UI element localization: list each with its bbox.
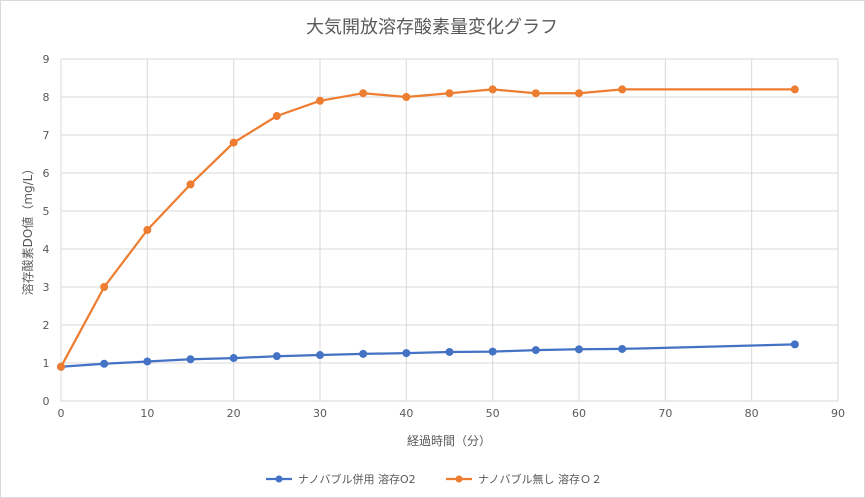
data-point: [143, 357, 152, 366]
chart-title: 大気開放溶存酸素量変化グラフ: [306, 17, 558, 38]
y-tick-label: 8: [43, 91, 50, 104]
data-point: [57, 362, 65, 371]
legend-label: ナノバブル併用 溶存O2: [298, 472, 416, 486]
data-point: [186, 355, 195, 364]
x-tick-label: 80: [745, 407, 759, 420]
y-tick-label: 1: [43, 357, 50, 370]
series-2: [57, 85, 799, 371]
data-point: [186, 180, 195, 189]
data-point: [143, 226, 152, 234]
data-point: [359, 89, 368, 98]
legend-marker: [275, 475, 283, 483]
data-point: [618, 344, 627, 353]
data-point: [100, 359, 109, 368]
data-point: [618, 85, 627, 94]
x-tick-label: 90: [831, 407, 845, 420]
data-point: [790, 85, 799, 94]
y-tick-label: 9: [43, 53, 50, 66]
data-point: [272, 352, 281, 361]
x-axis-ticks: 0 10 20 30 40 50 60 70 80 90: [58, 407, 846, 420]
legend-label: ナノバブル無し 溶存Ｏ２: [478, 472, 602, 486]
y-axis-ticks: 0 1 2 3 4 5 6 7 8 9: [43, 53, 50, 408]
x-tick-label: 40: [399, 407, 413, 420]
data-point: [359, 349, 368, 358]
series-group: [57, 85, 799, 371]
data-point: [100, 283, 109, 291]
data-point: [402, 93, 411, 101]
x-tick-label: 60: [572, 407, 586, 420]
data-point: [575, 89, 583, 98]
gridlines: [60, 58, 839, 401]
y-tick-label: 2: [43, 319, 50, 332]
y-tick-label: 7: [43, 129, 50, 142]
legend-item-1: ナノバブル併用 溶存O2: [266, 472, 416, 486]
data-point: [531, 346, 540, 355]
data-point: [402, 349, 411, 358]
data-point: [316, 96, 324, 105]
x-tick-label: 0: [58, 407, 65, 420]
y-tick-label: 0: [43, 395, 50, 408]
data-point: [531, 89, 540, 98]
data-point: [488, 85, 497, 94]
x-tick-label: 70: [658, 407, 672, 420]
data-point: [229, 138, 238, 147]
y-tick-label: 4: [43, 243, 50, 256]
y-tick-label: 5: [43, 205, 50, 218]
x-tick-label: 20: [227, 407, 241, 420]
legend-marker: [455, 475, 463, 483]
data-point: [445, 89, 454, 98]
y-tick-label: 6: [43, 167, 50, 180]
data-point: [229, 354, 238, 363]
series-1: [57, 340, 799, 371]
legend: ナノバブル併用 溶存O2 ナノバブル無し 溶存Ｏ２: [266, 472, 602, 486]
data-point: [575, 345, 583, 354]
x-axis-label: 経過時間（分）: [407, 434, 491, 448]
data-point: [316, 351, 324, 360]
y-tick-label: 3: [43, 281, 50, 294]
x-tick-label: 10: [140, 407, 154, 420]
data-point: [445, 347, 454, 356]
data-point: [488, 347, 497, 356]
y-axis-label: 溶存酸素DO値（mg/L）: [20, 163, 35, 296]
data-point: [272, 112, 281, 120]
data-point: [790, 340, 799, 349]
x-tick-label: 50: [486, 407, 500, 420]
legend-item-2: ナノバブル無し 溶存Ｏ２: [446, 472, 602, 486]
x-tick-label: 30: [313, 407, 327, 420]
